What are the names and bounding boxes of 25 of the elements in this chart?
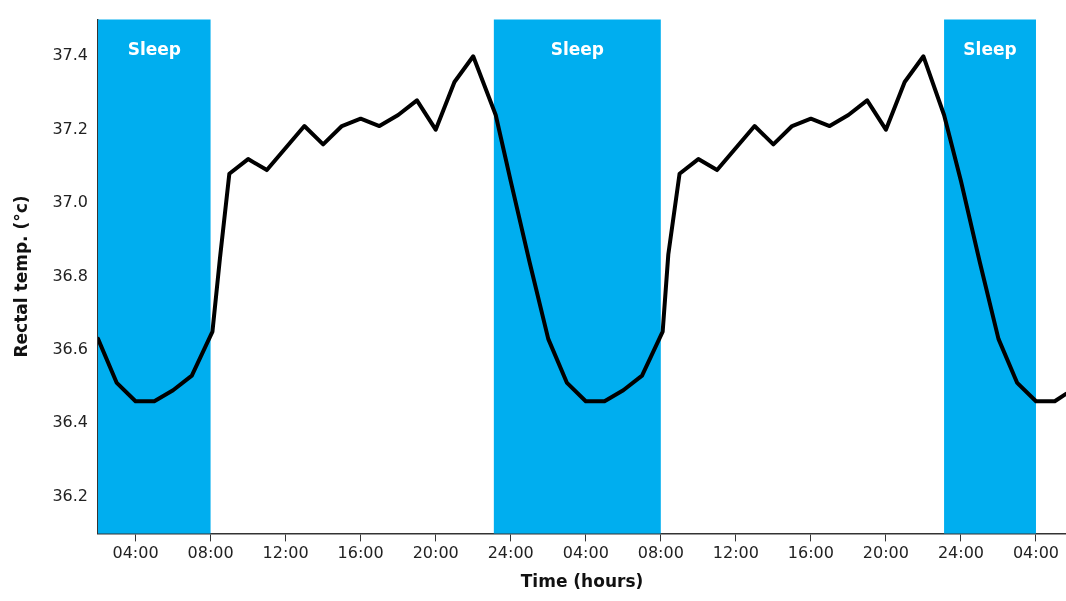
- y-tick-label: 36.4: [52, 412, 89, 432]
- y-tick-label: 36.8: [52, 265, 89, 285]
- x-tick-label: 12:00: [262, 543, 309, 563]
- x-tick-label: 12:00: [712, 543, 759, 563]
- x-tick-label: 04:00: [1012, 543, 1060, 563]
- x-tick-label: 08:00: [187, 543, 234, 563]
- y-tick-label: 36.6: [52, 339, 89, 359]
- x-tick-label: 24:00: [937, 543, 984, 563]
- band-label: Sleep: [550, 39, 604, 60]
- x-tick-label: 16:00: [787, 543, 834, 563]
- x-tick-label: 04:00: [562, 543, 609, 563]
- y-tick-label: 37.0: [52, 192, 89, 212]
- x-tick-label: 20:00: [412, 543, 459, 563]
- y-tick-label: 37.2: [52, 118, 89, 138]
- y-tick-label: 37.4: [52, 45, 89, 65]
- x-tick-label: 16:00: [337, 543, 384, 563]
- y-tick-label: 36.2: [52, 485, 89, 505]
- x-tick-label: 04:00: [112, 543, 159, 563]
- band-label: Sleep: [127, 39, 181, 60]
- y-axis-title: Rectal temp. (°c): [10, 195, 31, 358]
- x-axis-title: Time (hours): [520, 571, 644, 592]
- x-tick-label: 20:00: [862, 543, 909, 563]
- x-tick-label: 08:00: [637, 543, 684, 563]
- band-label: Sleep: [963, 39, 1017, 60]
- x-tick-label: 24:00: [487, 543, 534, 563]
